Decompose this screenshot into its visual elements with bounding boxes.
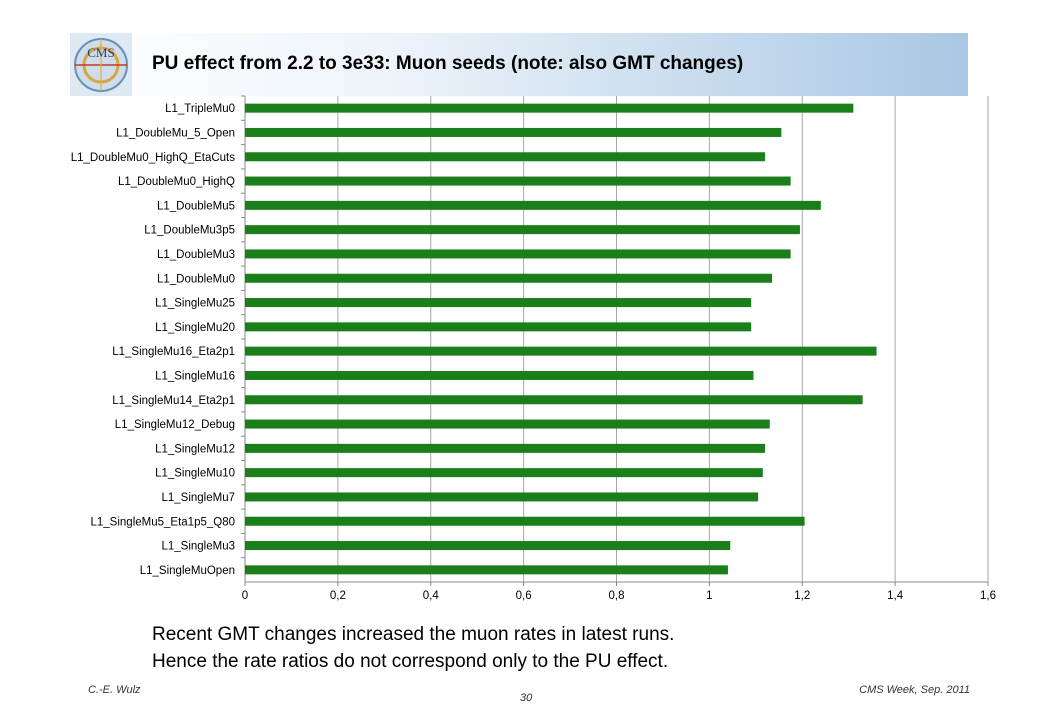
x-tick-label: 0,4 — [423, 590, 440, 602]
bar — [245, 516, 805, 526]
category-label: L1_SingleMu7 — [161, 492, 235, 504]
category-label: L1_SingleMu3 — [161, 541, 235, 553]
bar — [245, 565, 728, 575]
note-line-2: Hence the rate ratios do not correspond … — [152, 651, 669, 672]
category-label: L1_SingleMu5_Eta1p5_Q80 — [90, 516, 235, 528]
logo-text: CMS — [87, 45, 114, 60]
x-tick-label: 0,2 — [330, 590, 346, 602]
category-label: L1_SingleMu12 — [155, 443, 235, 455]
bar — [245, 395, 863, 405]
bar — [245, 127, 782, 137]
category-label: L1_SingleMu12_Debug — [115, 419, 235, 431]
category-label: L1_SingleMu20 — [155, 322, 235, 334]
category-label: L1_DoubleMu0 — [157, 273, 235, 285]
category-label: L1_DoubleMu0_HighQ_EtaCuts — [71, 152, 236, 164]
footer-event: CMS Week, Sep. 2011 — [859, 684, 970, 696]
x-tick-label: 1,4 — [887, 590, 904, 602]
category-label: L1_SingleMu10 — [155, 468, 235, 480]
category-label: L1_DoubleMu_5_Open — [116, 127, 235, 139]
bar — [245, 249, 791, 259]
category-label: L1_SingleMu16_Eta2p1 — [112, 346, 235, 358]
bar — [245, 176, 791, 186]
category-label: L1_TripleMu0 — [165, 103, 235, 115]
bar — [245, 200, 821, 210]
x-tick-label: 1,6 — [980, 590, 996, 602]
bar — [245, 443, 766, 453]
x-tick-label: 1,2 — [794, 590, 810, 602]
slide-title: PU effect from 2.2 to 3e33: Muon seeds (… — [152, 53, 744, 74]
bar — [245, 103, 854, 113]
bar — [245, 419, 770, 429]
bar — [245, 322, 752, 332]
note-line-1: Recent GMT changes increased the muon ra… — [152, 624, 675, 645]
bar — [245, 225, 800, 235]
bar — [245, 273, 773, 283]
x-tick-label: 0,6 — [516, 590, 532, 602]
bar — [245, 370, 754, 380]
category-label: L1_DoubleMu0_HighQ — [118, 176, 235, 188]
category-label: L1_SingleMu14_Eta2p1 — [112, 395, 235, 407]
bar — [245, 541, 731, 551]
footer-author: C.-E. Wulz — [88, 684, 141, 696]
page-number: 30 — [520, 692, 533, 704]
x-tick-label: 0,8 — [609, 590, 625, 602]
category-label: L1_SingleMuOpen — [140, 565, 235, 577]
category-label: L1_DoubleMu5 — [157, 200, 235, 212]
bar — [245, 492, 759, 502]
x-tick-label: 0 — [242, 590, 248, 602]
cms-logo-icon: CMS — [70, 33, 132, 96]
category-label: L1_DoubleMu3p5 — [144, 225, 235, 237]
title-banner — [70, 33, 968, 96]
category-label: L1_DoubleMu3 — [157, 249, 235, 261]
category-label: L1_SingleMu16 — [155, 370, 235, 382]
category-label: L1_SingleMu25 — [155, 298, 235, 310]
bar — [245, 298, 752, 308]
bar — [245, 152, 766, 162]
x-tick-label: 1 — [706, 590, 712, 602]
bar — [245, 468, 763, 478]
bar — [245, 346, 877, 356]
